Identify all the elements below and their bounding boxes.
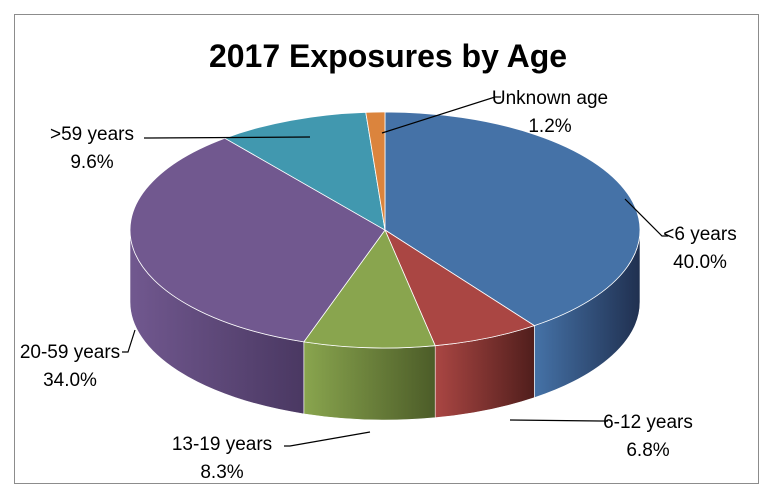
chart-title: 2017 Exposures by Age xyxy=(209,38,567,74)
pie-slice-4 xyxy=(129,137,386,343)
leader-line-5 xyxy=(144,136,311,139)
slice-label-3: 13-19 years xyxy=(172,434,272,455)
leader-line-2 xyxy=(509,419,608,422)
leader-line-6 xyxy=(381,96,501,134)
pie-slice-3 xyxy=(303,229,436,349)
pie-slice-5 xyxy=(223,111,386,231)
slice-value-3: 8.3% xyxy=(200,462,243,483)
slice-label-2: 6-12 years xyxy=(603,412,693,433)
slice-value-5: 9.6% xyxy=(70,152,113,173)
slice-label-6: Unknown age xyxy=(492,88,608,109)
pie-side-3 xyxy=(303,341,436,421)
slice-label-4: 20-59 years xyxy=(20,342,120,363)
pie-slice-1 xyxy=(384,111,641,327)
pie-slice-6 xyxy=(365,111,386,231)
slice-value-1: 40.0% xyxy=(673,252,727,273)
leader-line-3 xyxy=(284,431,371,447)
slice-value-4: 34.0% xyxy=(43,370,97,391)
leader-line-1 xyxy=(624,198,668,237)
leader-line-4 xyxy=(122,329,136,353)
slice-label-5: >59 years xyxy=(50,124,134,145)
pie-slice-2 xyxy=(384,228,536,347)
slice-label-1: <6 years xyxy=(663,224,736,245)
slice-value-6: 1.2% xyxy=(528,116,571,137)
slice-value-2: 6.8% xyxy=(626,440,669,461)
